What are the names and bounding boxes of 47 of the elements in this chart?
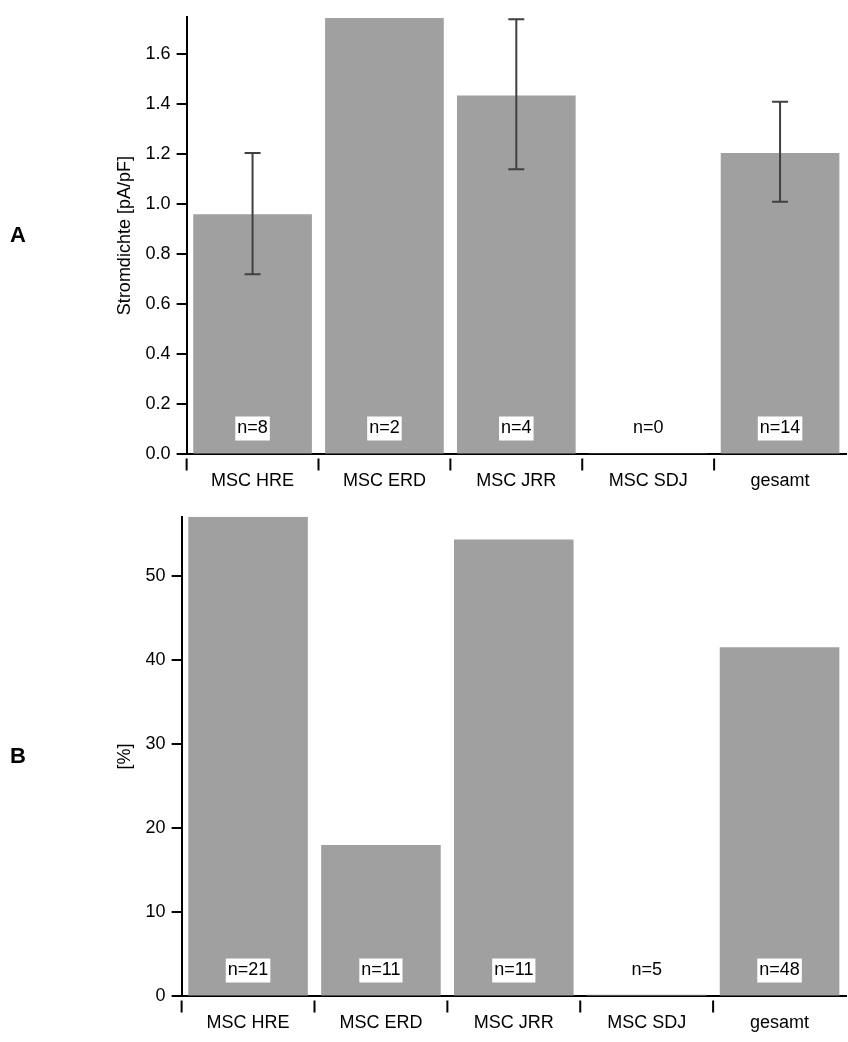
x-tick-label: gesamt	[750, 1012, 810, 1033]
annotation: n=2	[369, 417, 400, 438]
y-tick-label: 0.2	[145, 393, 171, 414]
x-tick-label: MSC HRE	[206, 1012, 290, 1033]
y-tick-label: 0.8	[145, 243, 171, 264]
x-tick-label: MSC ERD	[342, 470, 426, 491]
bar	[456, 95, 576, 454]
bar	[193, 214, 312, 454]
y-tick-label: 1.4	[145, 93, 171, 114]
x-tick-label: MSC SDJ	[608, 470, 688, 491]
y-tick-label: 20	[145, 817, 166, 838]
bar	[454, 539, 574, 996]
annotation: n=14	[759, 417, 801, 438]
x-tick-label: MSC JRR	[473, 1012, 554, 1033]
x-tick-label: MSC SDJ	[607, 1012, 687, 1033]
y-tick-label: 0.4	[145, 343, 171, 364]
y-axis-title: [%]	[113, 743, 134, 770]
y-axis-title: Stromdichte [pA/pF]	[113, 156, 134, 316]
annotation: n=48	[759, 959, 800, 980]
y-tick-label: 10	[145, 901, 166, 922]
y-tick-label: 1.0	[145, 193, 171, 214]
y-tick-label: 40	[145, 648, 166, 669]
annotation: n=21	[227, 959, 269, 980]
x-tick-label: MSC HRE	[211, 470, 295, 491]
bar	[325, 18, 444, 454]
annotation: n=0	[632, 417, 664, 438]
annotation: n=4	[501, 417, 532, 438]
text: B	[10, 742, 26, 768]
text: A	[10, 221, 26, 247]
y-tick-label: 0	[155, 985, 166, 1006]
annotation: n=5	[631, 959, 662, 980]
annotation: n=11	[494, 959, 534, 980]
y-tick-label: 0.0	[145, 443, 171, 464]
annotation: n=11	[361, 959, 401, 980]
y-tick-label: 1.2	[145, 143, 171, 164]
x-tick-label: MSC ERD	[339, 1012, 423, 1033]
bar	[720, 153, 840, 454]
y-tick-label: 0.6	[145, 293, 171, 314]
x-tick-label: gesamt	[750, 470, 810, 491]
y-tick-label: 50	[145, 564, 166, 585]
y-tick-label: 1.6	[145, 43, 171, 64]
bar	[321, 844, 441, 996]
bar	[719, 647, 840, 996]
x-tick-label: MSC JRR	[476, 470, 557, 491]
y-tick-label: 30	[145, 732, 166, 753]
annotation: n=8	[237, 417, 268, 438]
bar	[188, 516, 308, 996]
